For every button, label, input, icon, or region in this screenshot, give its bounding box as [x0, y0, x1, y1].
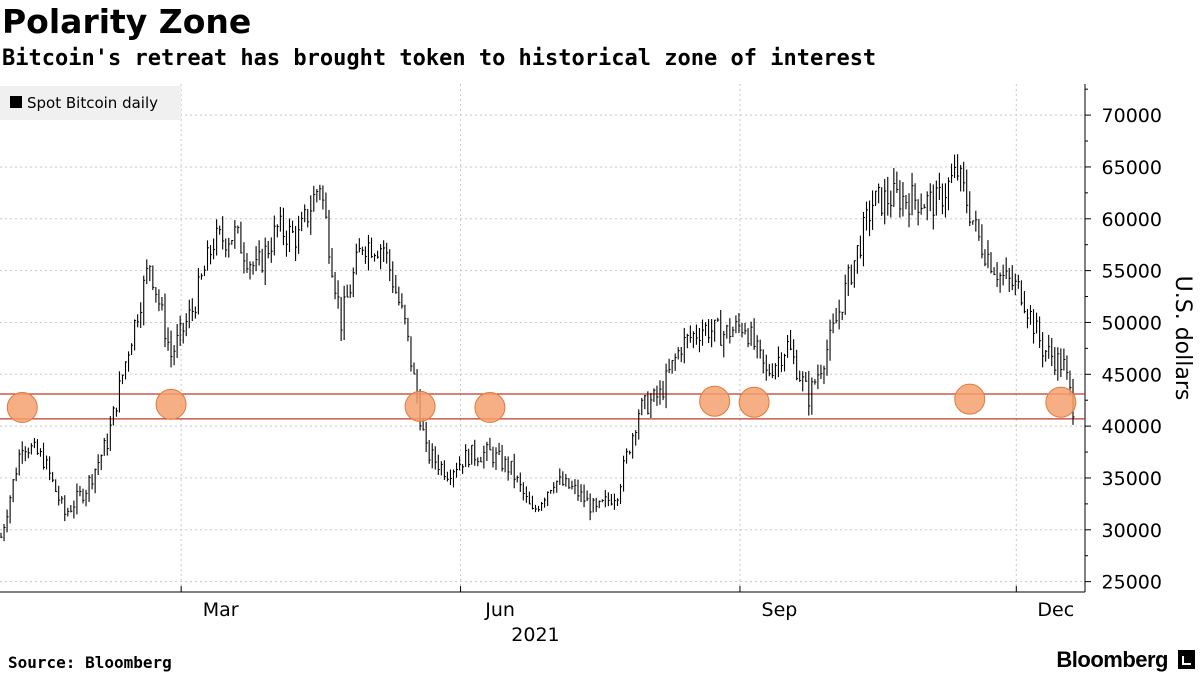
x-year-label: 2021 [511, 624, 559, 646]
x-tick-label: Jun [484, 599, 515, 621]
y-tick-label: 55000 [1102, 261, 1162, 283]
y-tick-label: 50000 [1102, 312, 1162, 334]
legend-swatch [10, 96, 22, 108]
y-tick-label: 60000 [1102, 209, 1162, 231]
x-tick-label: Dec [1037, 599, 1074, 621]
zone-marker [474, 391, 506, 423]
y-tick-label: 40000 [1102, 416, 1162, 438]
y-tick-label: 65000 [1102, 157, 1162, 179]
y-tick-label: 35000 [1102, 468, 1162, 490]
y-tick-label: 70000 [1102, 105, 1162, 127]
zone-marker [6, 391, 38, 423]
chart-subtitle: Bitcoin's retreat has brought token to h… [2, 46, 877, 71]
x-tick-label: Mar [203, 599, 239, 621]
zone-marker [738, 386, 770, 418]
zone-marker [404, 390, 436, 422]
terminal-icon [1178, 650, 1195, 669]
chart-title: Polarity Zone [2, 2, 252, 41]
source-note: Source: Bloomberg [8, 653, 172, 672]
x-tick-label: Sep [762, 599, 798, 621]
price-series [0, 154, 1075, 542]
zone-marker [155, 388, 187, 420]
y-tick-label: 45000 [1102, 364, 1162, 386]
y-axis-title: U.S. dollars [1170, 276, 1195, 401]
legend-label: Spot Bitcoin daily [27, 94, 158, 112]
legend-box [0, 86, 181, 120]
zone-marker [1045, 386, 1077, 418]
brand-logo-text: Bloomberg [1056, 647, 1168, 672]
zone-marker [954, 383, 986, 415]
y-tick-label: 25000 [1102, 572, 1162, 594]
zone-marker [699, 385, 731, 417]
y-tick-label: 30000 [1102, 520, 1162, 542]
